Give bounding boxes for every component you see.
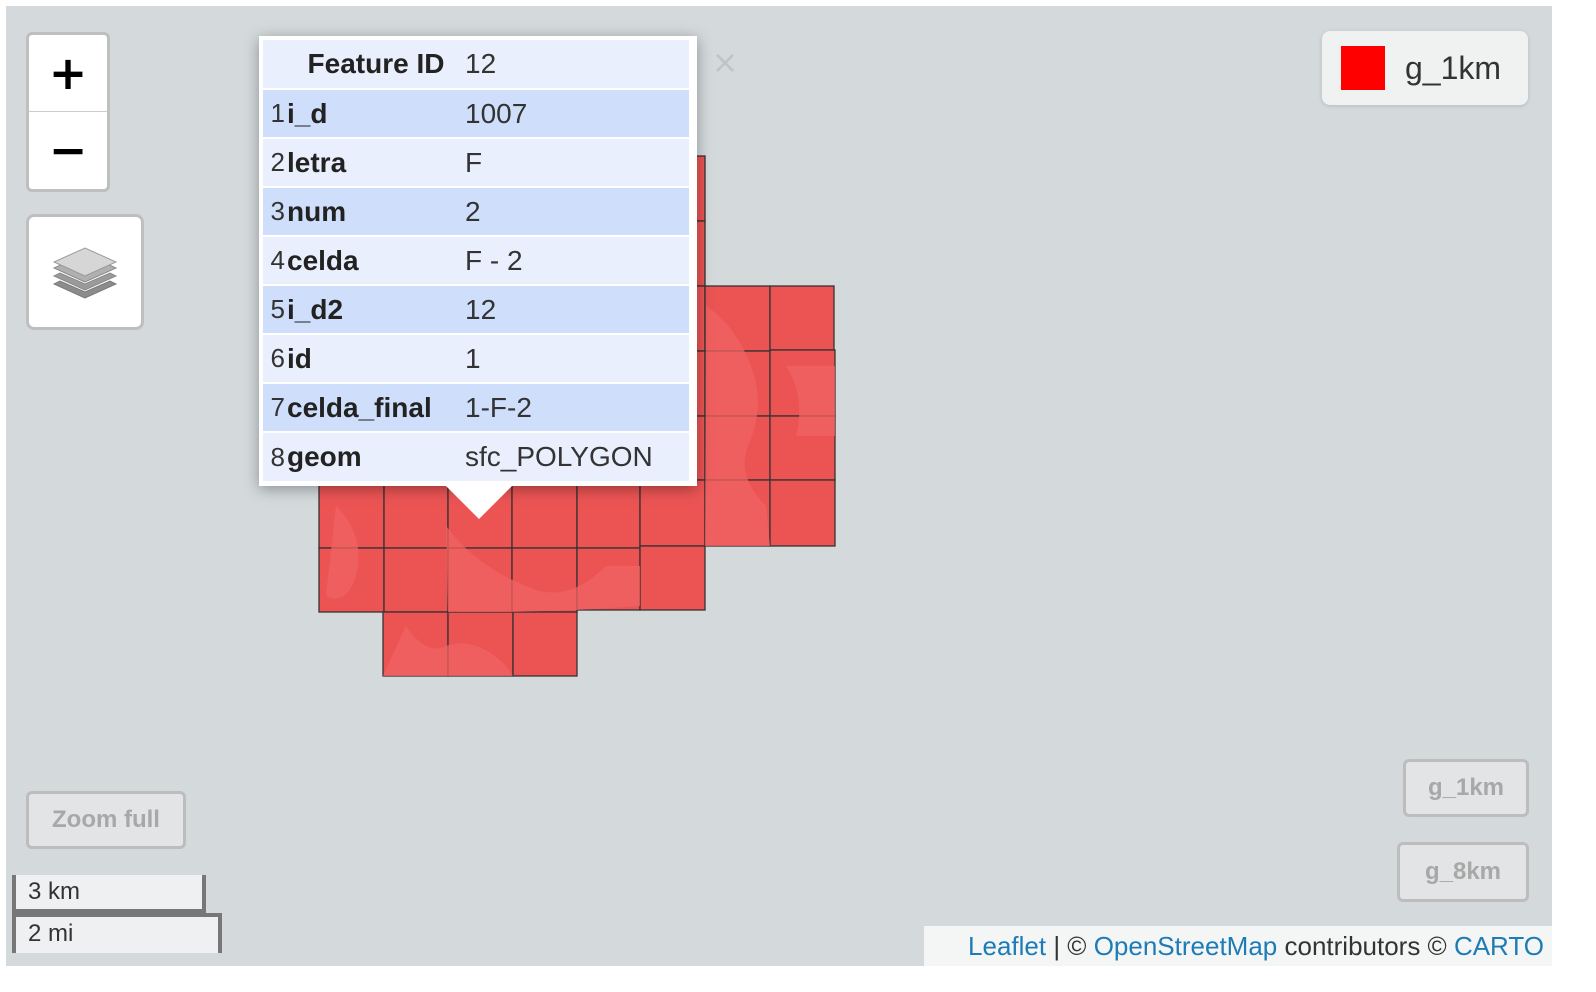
g-8km-button[interactable]: g_8km: [1397, 842, 1529, 902]
table-row: 3 num 2: [263, 186, 689, 236]
header-key: Feature ID: [287, 40, 465, 89]
grid-layer: [318, 155, 836, 677]
row-index: 3: [263, 186, 287, 236]
row-key: geom: [287, 431, 465, 481]
scale-bar-metric: 3 km: [12, 875, 206, 913]
attribution-separator: | ©: [1046, 931, 1094, 961]
row-index: 6: [263, 333, 287, 383]
row-key: celda_final: [287, 382, 465, 432]
row-index: [263, 40, 287, 89]
grid-cell[interactable]: [769, 479, 836, 547]
zoom-in-button[interactable]: +: [29, 35, 107, 111]
row-value: 2: [465, 186, 689, 236]
legend: g_1km: [1322, 31, 1528, 105]
grid-cell[interactable]: [769, 285, 835, 351]
row-key: id: [287, 333, 465, 383]
row-value: sfc_POLYGON: [465, 431, 689, 481]
popup-tip: [446, 486, 512, 519]
table-row: 5 i_d2 12: [263, 284, 689, 334]
g-1km-button[interactable]: g_1km: [1403, 759, 1529, 817]
legend-swatch: [1341, 46, 1385, 90]
grid-cell[interactable]: [639, 545, 706, 611]
layers-icon: [52, 247, 118, 299]
row-index: 8: [263, 431, 287, 481]
openstreetmap-link[interactable]: OpenStreetMap: [1093, 931, 1278, 961]
table-row: 1 i_d 1007: [263, 88, 689, 138]
row-index: 4: [263, 235, 287, 285]
grid-cell[interactable]: [511, 479, 578, 549]
row-key: celda: [287, 235, 465, 285]
table-row: 6 id 1: [263, 333, 689, 383]
row-key: i_d2: [287, 284, 465, 334]
row-key: i_d: [287, 88, 465, 138]
grid-cell[interactable]: [512, 611, 578, 677]
table-row: 7 celda_final 1-F-2: [263, 382, 689, 432]
zoom-control: + −: [26, 32, 110, 192]
row-key: num: [287, 186, 465, 236]
zoom-out-button[interactable]: −: [29, 111, 107, 188]
close-icon[interactable]: ×: [711, 43, 739, 81]
table-row: 2 letra F: [263, 137, 689, 187]
row-key: letra: [287, 137, 465, 187]
row-index: 2: [263, 137, 287, 187]
row-index: 5: [263, 284, 287, 334]
zoom-full-button[interactable]: Zoom full: [26, 791, 186, 849]
grid-cell[interactable]: [576, 479, 641, 549]
grid-cell[interactable]: [383, 547, 449, 613]
plus-icon: +: [48, 46, 88, 100]
grid-cell[interactable]: [383, 479, 449, 549]
attribute-table: Feature ID 12 1 i_d 1007 2 letra F 3 num…: [263, 40, 689, 481]
row-index: 7: [263, 382, 287, 432]
minus-icon: −: [48, 123, 88, 177]
row-value: 1-F-2: [465, 382, 689, 432]
legend-label: g_1km: [1405, 49, 1502, 86]
map-canvas[interactable]: + − Feature ID 12 1 i_d 1007: [6, 6, 1552, 966]
table-row: 8 geom sfc_POLYGON: [263, 431, 689, 481]
attribution-contributors: contributors ©: [1277, 931, 1454, 961]
carto-link[interactable]: CARTO: [1453, 931, 1544, 961]
header-value: 12: [465, 40, 689, 89]
layers-control-button[interactable]: [26, 214, 144, 330]
row-value: F: [465, 137, 689, 187]
grid-cell[interactable]: [639, 479, 706, 547]
row-index: 1: [263, 88, 287, 138]
table-row: 4 celda F - 2: [263, 235, 689, 285]
row-value: 1: [465, 333, 689, 383]
feature-popup: Feature ID 12 1 i_d 1007 2 letra F 3 num…: [259, 36, 697, 486]
table-header-row: Feature ID 12: [263, 40, 689, 89]
attribution: Leaflet | © OpenStreetMap contributors ©…: [924, 926, 1552, 966]
row-value: F - 2: [465, 235, 689, 285]
scale-bar-imperial: 2 mi: [12, 913, 222, 953]
row-value: 1007: [465, 88, 689, 138]
row-value: 12: [465, 284, 689, 334]
leaflet-link[interactable]: Leaflet: [968, 931, 1047, 961]
